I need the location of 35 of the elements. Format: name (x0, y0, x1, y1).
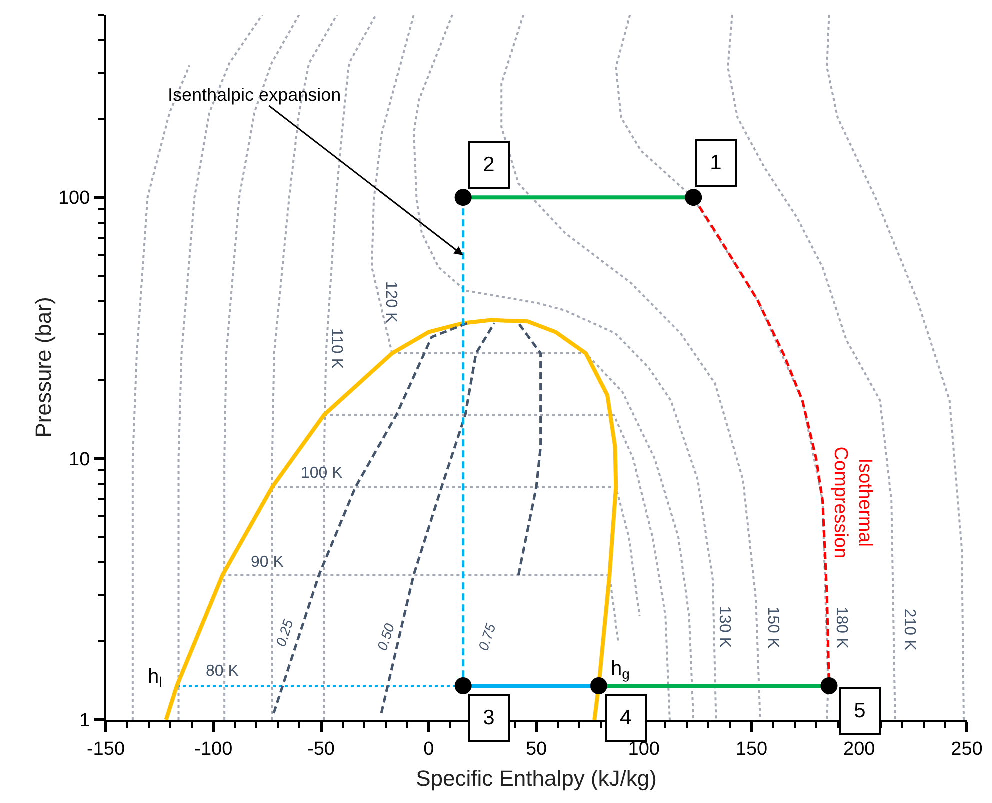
annotation: 80 K (206, 663, 240, 680)
annotation: 0.50 (374, 622, 398, 653)
annotation: 3 (483, 706, 495, 730)
annotation: 0.25 (272, 618, 296, 649)
y-tick-label: 1 (80, 710, 90, 732)
annotation: 90 K (251, 554, 284, 571)
annotation: 180 K (833, 606, 850, 649)
y-axis-title: Pressure (bar) (31, 297, 56, 438)
annotation: 1 (710, 152, 722, 174)
annotation: h$_{l}$ (148, 666, 162, 690)
annotation: 150 K (764, 606, 782, 649)
annotation: 2 (483, 154, 495, 176)
annotation: 0.75 (475, 622, 499, 653)
annotation: h$_{g}$ (611, 658, 630, 682)
x-tick-label: -100 (194, 738, 233, 760)
annotation: Isenthalpic expansion (168, 85, 342, 105)
annotation: 110 K (328, 328, 345, 370)
annotation: 130 K (716, 606, 733, 648)
annotation: 100 K (301, 465, 344, 482)
x-tick-label: 50 (526, 738, 548, 760)
x-tick-label: 0 (424, 738, 434, 760)
x-tick-label: 200 (844, 738, 876, 760)
x-axis-title: Specific Enthalpy (kJ/kg) (416, 766, 657, 792)
x-tick-label: 150 (736, 738, 768, 760)
x-tick-label: 100 (628, 738, 660, 760)
annotation: 5 (854, 700, 866, 722)
annotation: 4 (620, 706, 632, 730)
x-tick-label: -50 (308, 738, 335, 760)
annotation: 210 K (901, 608, 918, 652)
x-tick-label: 250 (951, 738, 983, 760)
annotation: Isothermal Compression (830, 446, 876, 559)
x-tick-label: -150 (86, 738, 126, 760)
y-tick-label: 10 (69, 449, 90, 470)
y-tick-label: 100 (58, 188, 90, 210)
annotation: 120 K (382, 281, 400, 324)
